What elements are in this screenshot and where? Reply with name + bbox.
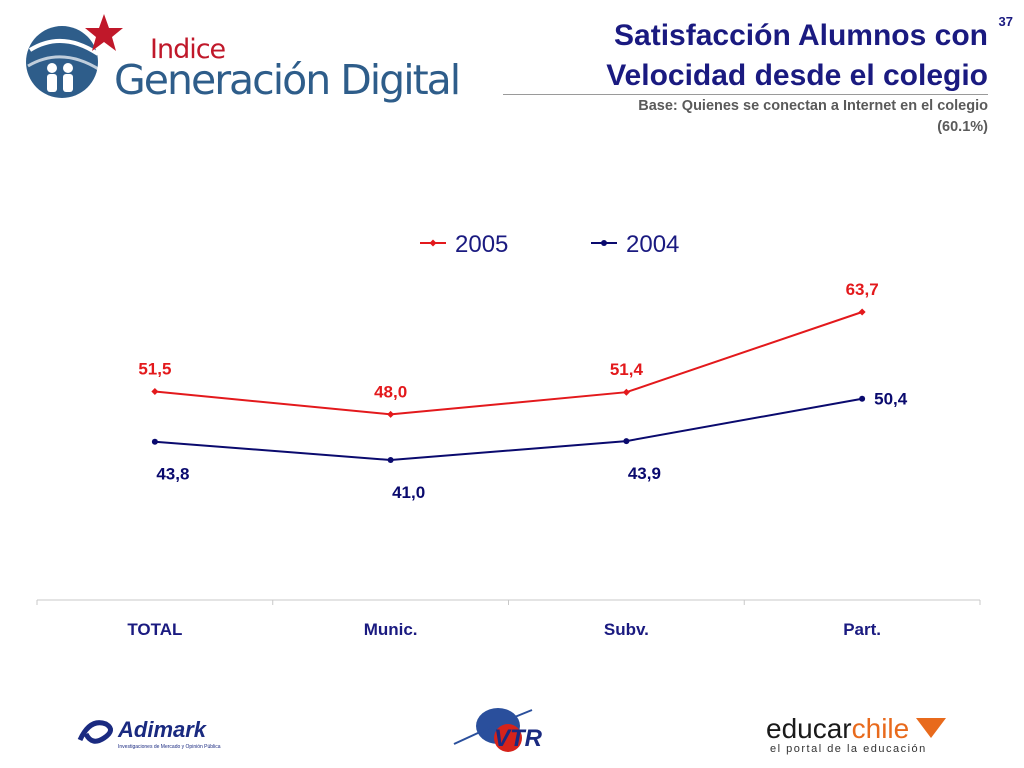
title-divider	[503, 94, 988, 95]
data-point-2004	[859, 395, 866, 402]
data-label-2004: 50,4	[874, 390, 908, 409]
category-label: Part.	[843, 620, 881, 639]
data-label-2005: 63,7	[846, 280, 879, 299]
data-point-2005	[151, 388, 159, 396]
page-title: Satisfacción Alumnos con Velocidad desde…	[606, 16, 988, 96]
educarchile-part1: educar	[766, 713, 852, 744]
data-point-2004	[387, 457, 394, 463]
data-point-2004	[623, 438, 630, 445]
subtitle-line-2: (60.1%)	[937, 119, 988, 135]
subtitle: Base: Quienes se conectan a Internet en …	[638, 96, 988, 138]
data-label-2005: 48,0	[374, 382, 407, 401]
vtr-logo: VTR	[453, 708, 543, 752]
title-line-2: Velocidad desde el colegio	[606, 59, 988, 92]
educarchile-arrow-icon	[916, 718, 946, 738]
indice-generacion-digital-logo: Indice Generación Digital	[22, 10, 462, 104]
subtitle-line-1: Base: Quienes se conectan a Internet en …	[638, 98, 988, 114]
legend-label-2005: 2005	[455, 231, 508, 258]
adimark-swirl-icon	[77, 720, 113, 744]
data-point-2005	[858, 308, 866, 316]
legend-label-2004: 2004	[626, 231, 679, 258]
title-line-1: Satisfacción Alumnos con	[614, 19, 988, 52]
adimark-logo: Adimark Investigaciones de Mercado y Opi…	[77, 717, 221, 750]
adimark-tagline: Investigaciones de Mercado y Opinión Púb…	[118, 744, 221, 750]
data-label-2004: 43,8	[156, 465, 189, 484]
educarchile-tagline: el portal de la educación	[770, 743, 927, 755]
slide-number: 37	[998, 14, 1013, 29]
svg-text:educarchile: educarchile	[766, 713, 909, 744]
globe-star-icon	[26, 14, 123, 98]
series-line-2005	[154, 311, 863, 416]
category-label: Subv.	[604, 620, 649, 639]
educarchile-part2: chile	[852, 713, 910, 744]
data-label-2005: 51,4	[610, 360, 644, 379]
brand-indice: Indice	[150, 34, 226, 65]
vtr-name: VTR	[494, 725, 543, 752]
brand-generacion-digital: Generación Digital	[114, 56, 461, 104]
educarchile-logo: educarchile el portal de la educación	[766, 713, 946, 755]
category-label: TOTAL	[127, 620, 182, 639]
legend-marker-2004	[601, 240, 607, 246]
data-label-2004: 41,0	[392, 483, 425, 502]
legend-marker-2005	[429, 239, 437, 247]
data-point-2004	[151, 438, 158, 445]
category-label: Munic.	[364, 620, 418, 639]
data-label-2005: 51,5	[138, 360, 171, 379]
adimark-name: Adimark	[117, 717, 208, 742]
data-label-2004: 43,9	[628, 464, 661, 483]
data-point-2005	[622, 388, 630, 396]
data-point-2005	[387, 410, 395, 418]
series-line-2004	[154, 397, 863, 462]
